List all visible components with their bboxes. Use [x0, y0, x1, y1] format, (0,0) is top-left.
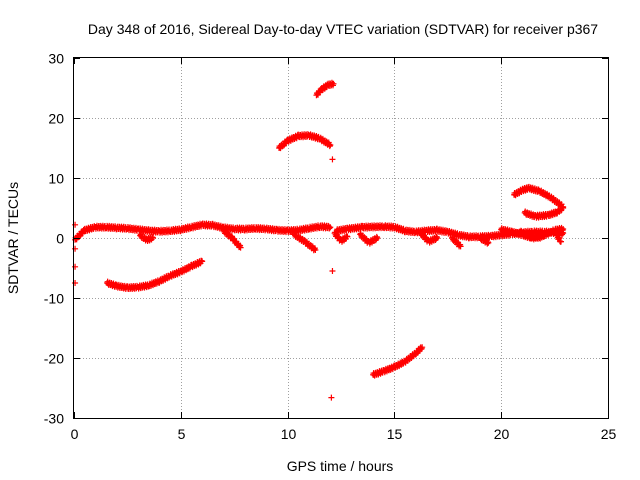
- x-axis-label: GPS time / hours: [287, 458, 394, 474]
- point-isolated: [72, 221, 79, 228]
- chart-title: Day 348 of 2016, Sidereal Day-to-day VTE…: [88, 21, 598, 37]
- point-secondary-humps: [560, 226, 567, 232]
- point-dips: [344, 233, 351, 240]
- point-isolated: [329, 268, 336, 274]
- y-tick-label: 30: [48, 51, 64, 67]
- point-isolated: [72, 245, 79, 252]
- y-tick-label: -10: [44, 291, 64, 307]
- x-tick-label: 25: [601, 426, 617, 442]
- y-tick-label: 20: [48, 111, 64, 127]
- point-dips: [434, 235, 441, 241]
- point-dips: [312, 247, 319, 253]
- x-tick-label: 20: [494, 426, 510, 442]
- x-tick-label: 15: [387, 426, 403, 442]
- axis-ticks: 0 5 10 15 20 25 -30 -20 -10 0 10 20 30: [44, 51, 617, 443]
- y-tick-label: -20: [44, 351, 64, 367]
- point-late-bump: [560, 205, 567, 211]
- point-dips: [374, 235, 381, 241]
- point-baseline-1: [327, 224, 334, 231]
- point-top-segment: [330, 80, 337, 87]
- point-isolated: [328, 394, 335, 401]
- x-tick-label: 0: [71, 426, 79, 442]
- point-dips: [457, 243, 464, 250]
- x-tick-label: 10: [281, 426, 297, 442]
- point-upper-hump: [327, 142, 334, 148]
- y-axis-label: SDTVAR / TECUs: [5, 182, 21, 294]
- point-dips: [485, 239, 492, 246]
- point-lower-arc: [199, 258, 206, 265]
- point-isolated: [329, 156, 336, 163]
- y-tick-label: 10: [48, 171, 64, 187]
- point-isolated: [72, 280, 79, 286]
- y-tick-label: -30: [44, 411, 64, 427]
- point-falling-arc: [419, 344, 426, 351]
- point-isolated: [72, 263, 79, 270]
- y-tick-label: 0: [56, 231, 64, 247]
- plot-frame: [73, 57, 609, 419]
- point-dips: [558, 238, 565, 245]
- x-tick-label: 5: [178, 426, 186, 442]
- data-points: [72, 79, 567, 401]
- point-dips: [150, 235, 157, 241]
- point-dips: [237, 244, 244, 251]
